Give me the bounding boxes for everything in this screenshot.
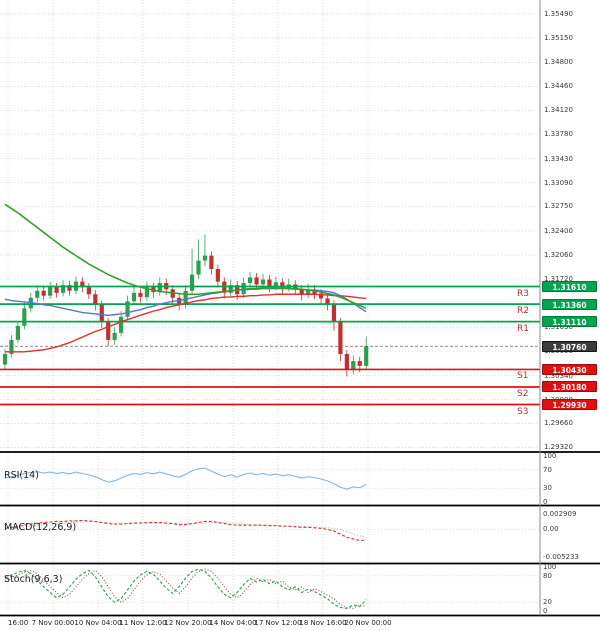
resistance-1-price-tag: 1.31110 bbox=[542, 316, 597, 328]
grid bbox=[0, 0, 540, 615]
support-2-price-tag: 1.30180 bbox=[542, 381, 597, 393]
rsi-indicator-label: RSI(14) bbox=[4, 470, 39, 481]
rsi-line bbox=[4, 467, 367, 490]
macd-lines bbox=[4, 519, 367, 542]
support-1-price-tag: 1.30430 bbox=[542, 363, 597, 375]
candlesticks bbox=[2, 234, 369, 377]
stoch-lines bbox=[4, 568, 367, 609]
resistance-1-label: R1 bbox=[517, 323, 529, 334]
support-resistance-lines bbox=[0, 285, 540, 406]
moving-averages bbox=[4, 203, 367, 353]
support-3-price-tag: 1.29930 bbox=[542, 399, 597, 411]
support-3-label: S3 bbox=[517, 406, 529, 417]
resistance-2-label: R2 bbox=[517, 306, 529, 317]
panel-separators bbox=[0, 0, 600, 617]
support-2-label: S2 bbox=[517, 388, 529, 399]
stoch-indicator-label: Stoch(9,6,3) bbox=[4, 574, 63, 585]
resistance-3-label: R3 bbox=[517, 288, 529, 299]
macd-indicator-label: MACD(12,26,9) bbox=[4, 522, 77, 533]
current-price-tag: 1.30760 bbox=[542, 340, 597, 352]
resistance-3-price-tag: 1.31610 bbox=[542, 281, 597, 293]
support-1-label: S1 bbox=[517, 371, 529, 382]
resistance-2-price-tag: 1.31360 bbox=[542, 298, 597, 310]
